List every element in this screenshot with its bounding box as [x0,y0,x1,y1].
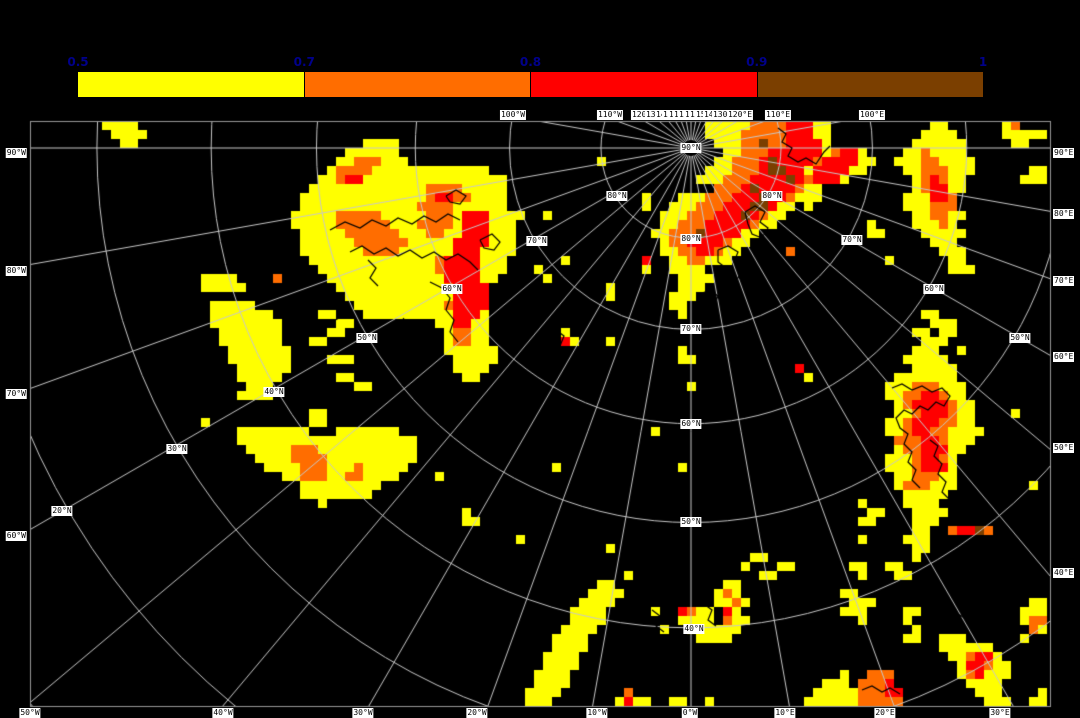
lat-label: 50°N [1009,333,1031,343]
lon-label-bottom: 10°W [586,708,608,718]
lon-label-left: 70°W [5,389,27,399]
lat-label: 90°N [680,143,702,153]
colorbar-tick-label: 0.8 [519,55,542,69]
lon-label-top: 130°E [711,110,739,120]
lon-label-right: 80°E [1053,209,1075,219]
lat-label: 40°N [263,387,285,397]
lon-label-right: 40°E [1053,568,1075,578]
lon-label-top: 110°W [596,110,624,120]
lon-label-bottom: 10°E [774,708,796,718]
lon-label-top: 120°W [630,110,658,120]
lon-label-bottom: 0°W [681,708,699,718]
lon-label-top: 100°E [858,110,886,120]
colorbar-tick-label: 0.5 [67,55,89,69]
lon-label-bottom: 50°W [19,708,41,718]
lon-label-left: 90°W [5,148,27,158]
lat-label: 30°N [166,444,188,454]
lat-label: 20°N [51,506,73,516]
lon-label-left: 80°W [5,266,27,276]
lat-label: 50°N [356,333,378,343]
colorbar-tick-label: 0.9 [746,55,768,69]
colorbar-segment [303,72,530,97]
lon-label-right: 90°E [1053,148,1075,158]
lon-label-top: 120°E [726,110,754,120]
lon-label-bottom: 40°W [212,708,234,718]
lat-label: 80°N [761,191,783,201]
lat-label: 60°N [923,284,945,294]
colorbar-tick-label: 0.7 [293,55,315,69]
colorbar-segment [756,72,983,97]
lon-label-bottom: 20°E [874,708,896,718]
lat-label: 80°N [680,234,702,244]
lon-label-right: 60°E [1053,352,1075,362]
lon-label-bottom: 30°E [989,708,1011,718]
colorbar [78,72,983,97]
lon-label-top: 110°E [764,110,792,120]
colorbar-tick-label: 1 [978,55,988,69]
lat-label: 70°N [680,324,702,334]
lat-label: 50°N [680,517,702,527]
colorbar-segment [530,72,757,97]
lat-label: 70°N [841,235,863,245]
lon-label-right: 50°E [1053,443,1075,453]
lat-label: 40°N [683,624,705,634]
lat-label: 60°N [680,419,702,429]
lon-label-left: 60°W [5,531,27,541]
lat-label: 80°N [606,191,628,201]
lon-label-top: 100°W [499,110,527,120]
lat-label: 60°N [441,284,463,294]
lon-label-bottom: 30°W [352,708,374,718]
lat-label: 70°N [526,236,548,246]
colorbar-segment [78,72,304,97]
lon-label-bottom: 20°W [466,708,488,718]
lon-label-right: 70°E [1053,276,1075,286]
